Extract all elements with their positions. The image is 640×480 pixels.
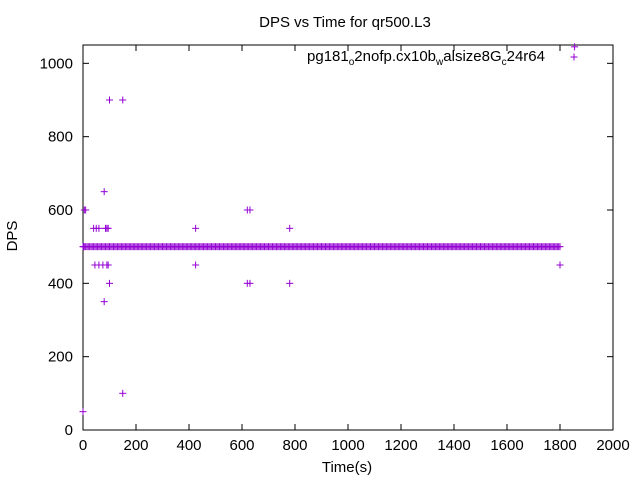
data-point xyxy=(192,224,200,232)
data-point xyxy=(82,206,90,214)
legend-marker xyxy=(570,53,578,61)
y-tick-label: 400 xyxy=(48,275,73,292)
data-point xyxy=(104,261,112,269)
data-point xyxy=(192,261,200,269)
y-axis-label: DPS xyxy=(4,221,21,252)
data-point xyxy=(246,206,254,214)
data-point xyxy=(286,279,294,287)
x-tick-label: 1800 xyxy=(543,437,576,454)
x-tick-label: 1400 xyxy=(437,437,470,454)
data-point xyxy=(556,243,564,251)
x-tick-label: 800 xyxy=(282,437,307,454)
data-point xyxy=(556,261,564,269)
data-point xyxy=(100,298,108,306)
data-point xyxy=(286,224,294,232)
data-point xyxy=(104,224,112,232)
y-tick-label: 200 xyxy=(48,349,73,366)
legend: pg181o2nofp.cx10bwalsize8Gc24r64 xyxy=(307,48,545,68)
data-point xyxy=(106,279,113,287)
plot-frame xyxy=(82,44,614,431)
axes: 0 200 400 600 800 1000 1200 1400 1600 1800 2000 0 20… xyxy=(40,44,630,454)
data-point xyxy=(100,188,108,196)
x-axis-label: Time(s) xyxy=(322,459,372,476)
data-point xyxy=(119,96,127,104)
y-tick-label: 800 xyxy=(48,129,73,146)
data-point xyxy=(79,408,87,416)
y-tick-label: 0 xyxy=(65,422,73,439)
data-point xyxy=(80,243,88,251)
y-tick-label: 1000 xyxy=(40,55,73,72)
legend-label: pg181o2nofp.cx10bwalsize8Gc24r64 xyxy=(307,48,545,68)
x-tick-label: 200 xyxy=(123,437,148,454)
data-point xyxy=(119,389,127,397)
data-point xyxy=(95,224,103,232)
x-tick-label: 1000 xyxy=(331,437,364,454)
data-point xyxy=(106,96,113,104)
x-tick-label: 0 xyxy=(79,437,87,454)
data-point xyxy=(246,279,254,287)
x-tick-label: 600 xyxy=(229,437,254,454)
x-tick-label: 1200 xyxy=(384,437,417,454)
x-tick-label: 2000 xyxy=(596,437,629,454)
x-tick-label: 1600 xyxy=(490,437,523,454)
data-points xyxy=(79,43,579,416)
data-point xyxy=(571,43,579,51)
chart-title: DPS vs Time for qr500.L3 xyxy=(259,14,431,31)
x-tick-label: 400 xyxy=(176,437,201,454)
y-tick-label: 600 xyxy=(48,202,73,219)
